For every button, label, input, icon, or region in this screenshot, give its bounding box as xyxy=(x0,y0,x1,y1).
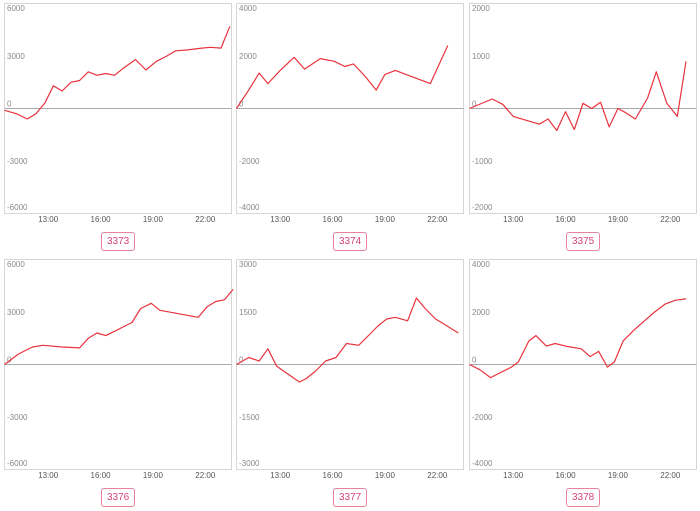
y-tick-label: -2000 xyxy=(472,203,493,212)
chart-id-tag[interactable]: 3376 xyxy=(101,488,136,507)
chart-id-tag[interactable]: 3373 xyxy=(101,232,136,251)
x-tick-label: 13:00 xyxy=(503,215,524,224)
series-line xyxy=(4,288,234,365)
y-tick-label: 0 xyxy=(7,100,12,109)
y-tick-label: 0 xyxy=(239,100,244,109)
line-chart-3377: 3000 1500 0 -1500 -3000 13:00 16:00 19:00 22:00 xyxy=(236,259,464,480)
x-tick-label: 16:00 xyxy=(91,471,112,480)
x-tick-label: 22:00 xyxy=(660,215,681,224)
y-tick-label: 2000 xyxy=(472,4,490,13)
x-tick-label: 13:00 xyxy=(503,471,524,480)
y-tick-label: 2000 xyxy=(239,52,257,61)
series-line xyxy=(4,26,231,120)
x-tick-label: 13:00 xyxy=(38,215,59,224)
x-tick-label: 19:00 xyxy=(375,471,396,480)
x-tick-label: 16:00 xyxy=(323,215,344,224)
x-tick-label: 19:00 xyxy=(143,471,164,480)
x-tick-label: 19:00 xyxy=(375,215,396,224)
y-tick-label: -3000 xyxy=(7,413,28,422)
x-tick-label: 16:00 xyxy=(91,215,112,224)
y-tick-label: -4000 xyxy=(239,203,260,212)
chart-id-tag[interactable]: 3374 xyxy=(333,232,368,251)
y-tick-label: -6000 xyxy=(7,459,28,468)
y-tick-label: 3000 xyxy=(239,260,257,269)
chart-panel-3377: 3000 1500 0 -1500 -3000 13:00 16:00 19:00 22:00 3… xyxy=(236,259,464,511)
chart-panel-3378: 4000 2000 0 -2000 -4000 13:00 16:00 19:00 22:00 3… xyxy=(469,259,697,511)
series-line xyxy=(469,298,687,379)
y-tick-label: -3000 xyxy=(239,459,260,468)
series-line xyxy=(236,297,459,383)
chart-id-tag[interactable]: 3375 xyxy=(566,232,601,251)
y-tick-label: -3000 xyxy=(7,157,28,166)
line-chart-3374: 4000 2000 0 -2000 -4000 13:00 16:00 19:00 22:00 xyxy=(235,3,464,224)
y-tick-label: -1000 xyxy=(472,157,493,166)
chart-panel-3373: 6000 3000 0 -3000 -6000 13:00 16:00 19:00 22:00 3… xyxy=(4,3,232,255)
y-tick-label: 1000 xyxy=(472,52,490,61)
y-tick-label: -4000 xyxy=(472,459,493,468)
y-tick-label: -2000 xyxy=(239,157,260,166)
y-tick-label: 0 xyxy=(239,356,244,365)
chart-panel-3376: 6000 3000 0 -3000 -6000 13:00 16:00 19:00 22:00 3… xyxy=(4,259,234,511)
y-tick-label: 4000 xyxy=(472,260,490,269)
x-tick-label: 22:00 xyxy=(195,215,216,224)
y-tick-label: 3000 xyxy=(7,308,25,317)
x-tick-label: 16:00 xyxy=(323,471,344,480)
chart-panel-3375: 2000 1000 0 -1000 -2000 13:00 16:00 19:00 22:00 3… xyxy=(469,3,697,255)
y-tick-label: -1500 xyxy=(239,413,260,422)
chart-panel-3374: 4000 2000 0 -2000 -4000 13:00 16:00 19:00 22:00 3… xyxy=(235,3,464,255)
x-tick-label: 16:00 xyxy=(556,215,577,224)
chart-id-tag[interactable]: 3378 xyxy=(566,488,601,507)
line-chart-3378: 4000 2000 0 -2000 -4000 13:00 16:00 19:00 22:00 xyxy=(469,259,697,480)
chart-id-tag[interactable]: 3377 xyxy=(333,488,368,507)
line-chart-3375: 2000 1000 0 -1000 -2000 13:00 16:00 19:00 22:00 xyxy=(469,3,697,224)
series-line xyxy=(235,45,449,109)
y-tick-label: 0 xyxy=(472,356,477,365)
y-tick-label: 2000 xyxy=(472,308,490,317)
x-tick-label: 19:00 xyxy=(143,215,164,224)
y-tick-label: -2000 xyxy=(472,413,493,422)
x-tick-label: 22:00 xyxy=(660,471,681,480)
y-tick-label: 4000 xyxy=(239,4,257,13)
x-tick-label: 13:00 xyxy=(270,215,291,224)
line-chart-3373: 6000 3000 0 -3000 -6000 13:00 16:00 19:00 22:00 xyxy=(4,3,232,224)
y-tick-label: 3000 xyxy=(7,52,25,61)
x-tick-label: 19:00 xyxy=(608,215,629,224)
y-tick-label: 6000 xyxy=(7,4,25,13)
series-line xyxy=(469,61,687,132)
x-tick-label: 13:00 xyxy=(270,471,291,480)
y-tick-label: 0 xyxy=(472,100,477,109)
x-tick-label: 22:00 xyxy=(427,215,448,224)
y-tick-label: 6000 xyxy=(7,260,25,269)
x-tick-label: 19:00 xyxy=(608,471,629,480)
x-tick-label: 22:00 xyxy=(195,471,216,480)
y-tick-label: 1500 xyxy=(239,308,257,317)
x-tick-label: 13:00 xyxy=(38,471,59,480)
x-tick-label: 22:00 xyxy=(427,471,448,480)
x-tick-label: 16:00 xyxy=(556,471,577,480)
y-tick-label: -6000 xyxy=(7,203,28,212)
